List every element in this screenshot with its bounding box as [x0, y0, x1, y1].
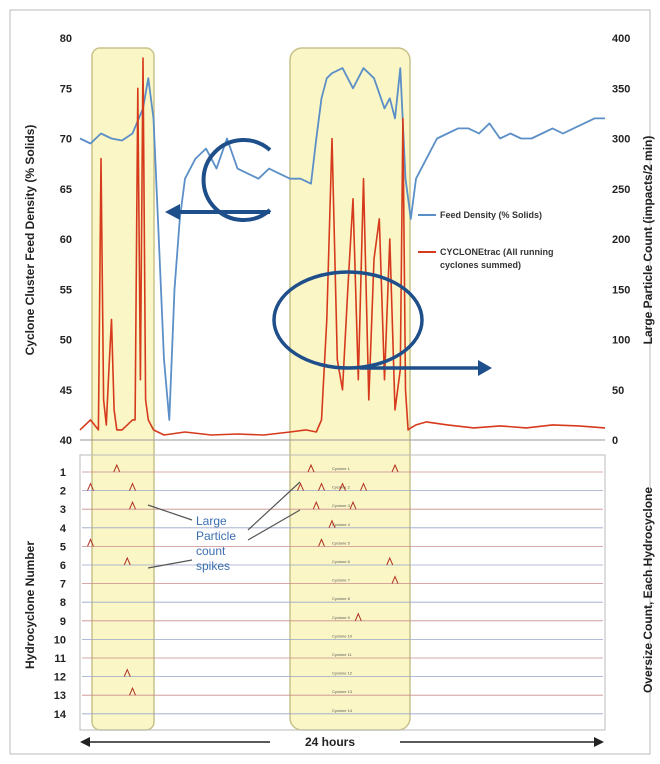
- cyclone-spike: [123, 668, 131, 677]
- cyclone-spike: [129, 686, 136, 696]
- spike-annotation: Large Particle count spikes: [147, 481, 301, 573]
- legend-label-feed: Feed Density (% Solids): [440, 210, 542, 220]
- cyclone-row-label: Cyclone 11: [332, 652, 352, 657]
- right-tick-label: 250: [612, 184, 630, 196]
- cyclone-number-label: 4: [60, 523, 67, 535]
- cyclone-spike: [391, 575, 399, 584]
- top-right-axis-label: Large Particle Count (impacts/2 min): [641, 136, 655, 345]
- cyclone-spike: [318, 538, 325, 547]
- cyclone-number-label: 10: [54, 634, 66, 646]
- cyclone-number-label: 8: [60, 597, 66, 609]
- cyclone-spike: [318, 482, 325, 491]
- right-tick-label: 0: [612, 435, 618, 447]
- cyclone-row-label: Cyclone 5: [332, 540, 351, 545]
- cyclone-spike: [391, 463, 399, 473]
- cyclonetrac-line: [79, 57, 606, 436]
- left-tick-label: 70: [60, 134, 72, 146]
- cyclone-number-label: 9: [60, 616, 66, 628]
- right-tick-label: 50: [612, 385, 624, 397]
- right-tick-labels: 400 350 300 250 200 150 100 50 0: [612, 33, 630, 447]
- bottom-panel: [79, 454, 606, 731]
- cyclone-spike: [307, 463, 315, 473]
- cyclone-spike: [386, 556, 394, 566]
- left-tick-label: 40: [60, 435, 72, 447]
- series-layer: [79, 57, 606, 436]
- cyclone-row-label: Cyclone 3: [332, 503, 351, 508]
- left-tick-label: 55: [60, 284, 72, 296]
- annotation-line-1: Large: [196, 514, 227, 528]
- cyclone-number-label: 2: [60, 486, 66, 498]
- left-tick-label: 75: [60, 83, 72, 95]
- cyclone-row-label: Cyclone 4: [332, 522, 351, 527]
- top-left-axis-label: Cyclone Cluster Feed Density (% Solids): [23, 125, 37, 356]
- bottom-right-axis-label: Oversize Count, Each Hydrocyclone: [641, 487, 655, 693]
- cyclone-number-label: 14: [54, 709, 67, 721]
- cyclone-number-label: 3: [60, 504, 66, 516]
- annotation-line-3: count: [196, 544, 226, 558]
- right-tick-label: 150: [612, 284, 630, 296]
- cyclone-number-label: 11: [54, 653, 66, 665]
- left-tick-label: 60: [60, 234, 72, 246]
- left-tick-label: 50: [60, 335, 72, 347]
- cyclone-spike: [297, 482, 304, 491]
- right-tick-label: 200: [612, 234, 630, 246]
- cyclone-spike: [339, 482, 346, 491]
- cyclone-number-label: 13: [54, 690, 66, 702]
- right-tick-label: 400: [612, 33, 630, 45]
- cyclone-spike: [87, 538, 94, 547]
- cyclone-spike: [328, 519, 336, 528]
- left-tick-label: 80: [60, 33, 72, 45]
- cyclone-row-label: Cyclone 9: [332, 615, 351, 620]
- legend-label-cyclonetrac: CYCLONEtrac (All running cyclones summed…: [440, 247, 556, 270]
- cyclone-row-label: Cyclone 13: [332, 689, 353, 694]
- cyclone-spike: [360, 482, 367, 491]
- cyclone-row-label: Cyclone 8: [332, 596, 351, 601]
- legend: Feed Density (% Solids) CYCLONEtrac (All…: [418, 210, 556, 270]
- duration-arrow: 24 hours: [80, 735, 604, 749]
- cyclone-row-label: Cyclone 10: [332, 633, 353, 638]
- cyclone-number-label: 12: [54, 672, 66, 684]
- cyclone-spike: [312, 500, 320, 510]
- cyclone-row-label: Cyclone 7: [332, 578, 351, 583]
- cyclone-row-label: Cyclone 12: [332, 671, 353, 676]
- cyclone-number-label: 7: [60, 579, 66, 591]
- rows-layer: 1 Cyclone 12 Cyclone 23 Cyclone 34 Cyclone 4…: [54, 463, 603, 721]
- figure-border: [9, 9, 651, 755]
- right-tick-label: 300: [612, 134, 630, 146]
- cyclone-number-label: 5: [60, 541, 66, 553]
- cyclone-spike: [113, 463, 121, 473]
- cyclone-spike: [349, 500, 357, 510]
- left-tick-label: 45: [60, 385, 72, 397]
- cyclone-spike: [129, 482, 136, 491]
- feed-density-line: [79, 67, 605, 421]
- cyclone-spike: [354, 612, 362, 621]
- bottom-left-axis-label: Hydrocyclone Number: [23, 541, 37, 669]
- cyclone-row-label: Cyclone 14: [332, 708, 353, 713]
- feed-density-arrow: [165, 138, 272, 222]
- left-tick-label: 65: [60, 184, 72, 196]
- annotation-line-4: spikes: [196, 559, 230, 573]
- cyclone-spike: [87, 482, 94, 491]
- cyclone-row-label: Cyclone 1: [332, 466, 351, 471]
- cyclone-row-label: Cyclone 6: [332, 559, 351, 564]
- annotation-line-2: Particle: [196, 529, 236, 543]
- cyclone-spike: [129, 500, 136, 510]
- right-tick-label: 100: [612, 335, 630, 347]
- cyclone-number-label: 6: [60, 560, 66, 572]
- right-tick-label: 350: [612, 83, 630, 95]
- cyclone-number-label: 1: [60, 467, 66, 479]
- particle-count-arrow: [272, 270, 492, 376]
- x-axis-label: 24 hours: [305, 735, 355, 749]
- cyclone-spike: [123, 556, 131, 566]
- left-tick-labels: 80 75 70 65 60 55 50 45 40: [60, 33, 72, 447]
